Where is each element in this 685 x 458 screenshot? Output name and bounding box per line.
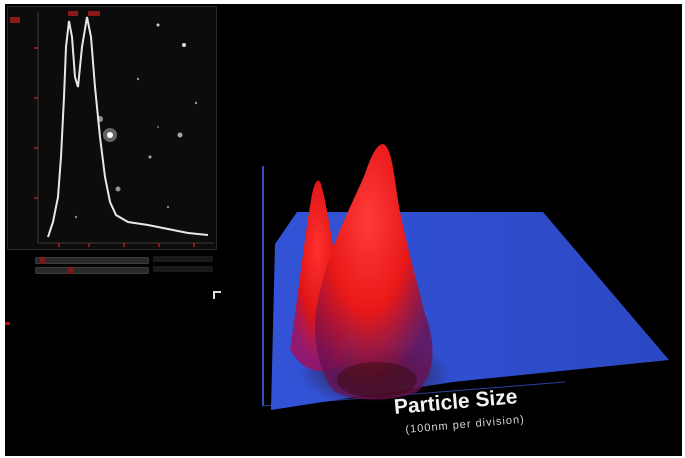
mouse-pointer-icon — [213, 291, 221, 299]
slider-2-label — [153, 266, 213, 272]
inset-ticks — [10, 11, 195, 247]
particle-spots — [74, 23, 198, 219]
slider-1-thumb[interactable] — [40, 257, 45, 264]
size-distribution-trace — [47, 16, 209, 238]
particle-size-3d-plot — [262, 144, 669, 410]
edge-marker — [5, 322, 10, 325]
surface-peak-large — [315, 144, 433, 400]
inset-controls — [35, 255, 217, 281]
inset-plot — [10, 11, 214, 247]
slider-1[interactable] — [35, 257, 149, 264]
slider-2-thumb[interactable] — [68, 267, 73, 274]
video-inset-panel — [7, 6, 217, 250]
peak-base-shade — [337, 362, 417, 398]
viewer-frame: Particle Size (100nm per division) — [5, 4, 682, 456]
slider-1-label — [153, 256, 213, 262]
slider-2[interactable] — [35, 267, 149, 274]
